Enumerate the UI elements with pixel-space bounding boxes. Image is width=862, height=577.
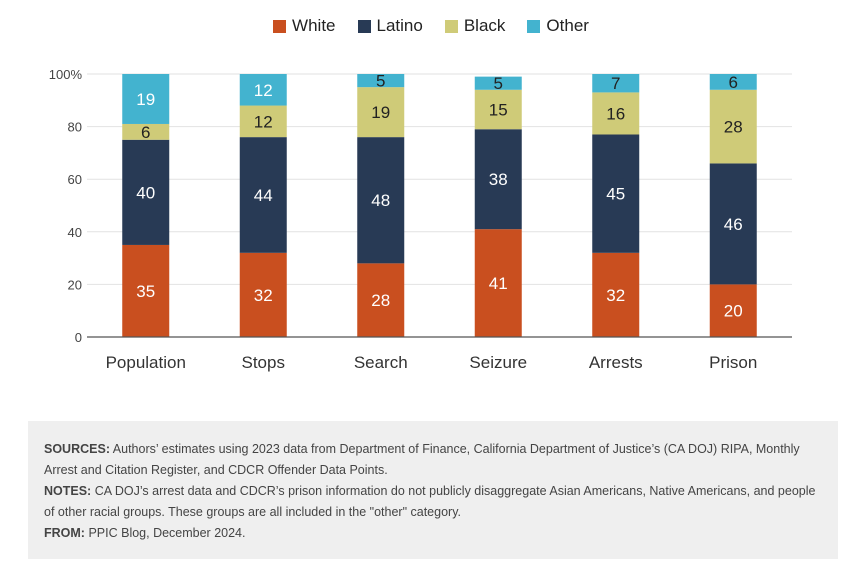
y-tick-label: 60: [68, 172, 82, 187]
data-label: 16: [606, 104, 625, 123]
data-label: 15: [489, 101, 508, 120]
data-label: 40: [136, 183, 155, 202]
y-tick-label: 0: [75, 330, 82, 345]
data-label: 6: [729, 73, 738, 92]
legend-label-white: White: [292, 16, 336, 35]
data-label: 12: [254, 81, 273, 100]
data-label: 19: [136, 90, 155, 109]
bar-segment-other: [709, 74, 757, 90]
x-tick-label: Stops: [242, 353, 285, 372]
notes-panel: SOURCES: Authors’ estimates using 2023 d…: [28, 421, 838, 559]
data-label: 5: [494, 74, 503, 93]
y-tick-label: 40: [68, 225, 82, 240]
bar-segment-black: [709, 89, 757, 164]
data-label: 7: [611, 74, 620, 93]
bar-segment-other: [357, 74, 405, 88]
legend-swatch-latino: [357, 19, 371, 33]
bar-segment-black: [122, 123, 170, 140]
chart-legend: White Latino Black Other: [0, 16, 862, 36]
sources-label: SOURCES:: [44, 442, 110, 456]
bar-segment-latino: [357, 137, 405, 264]
bar-segment-latino: [122, 139, 170, 245]
from-text: PPIC Blog, December 2024.: [88, 526, 246, 540]
stacked-bar-chart: 0 20 40 60 80 100% 35 40 6 19 Population 32 44 12 12 St…: [49, 67, 792, 372]
bar-segment-black: [592, 92, 640, 135]
x-tick-label: Seizure: [469, 353, 527, 372]
notes-label: NOTES:: [44, 484, 92, 498]
bar-segment-latino: [239, 137, 287, 253]
data-label: 19: [371, 103, 390, 122]
bar-segment-latino: [592, 134, 640, 253]
bar-segment-latino: [709, 163, 757, 285]
legend-item-white: White: [273, 16, 336, 36]
sources-note: SOURCES: Authors’ estimates using 2023 d…: [44, 439, 822, 481]
data-label: 48: [371, 191, 390, 210]
y-tick-label: 80: [68, 120, 82, 135]
data-label: 28: [371, 291, 390, 310]
data-label: 41: [489, 274, 508, 293]
bar-segment-other: [122, 74, 170, 124]
from-label: FROM:: [44, 526, 85, 540]
legend-item-black: Black: [444, 16, 506, 36]
data-label: 38: [489, 170, 508, 189]
data-label: 45: [606, 185, 625, 204]
bar-segment-latino: [474, 129, 522, 230]
bar-segment-black: [357, 87, 405, 138]
bar-segment-other: [592, 74, 640, 93]
data-label: 32: [606, 286, 625, 305]
data-label: 20: [724, 302, 743, 321]
data-label: 35: [136, 282, 155, 301]
legend-swatch-white: [273, 19, 287, 33]
y-tick-label: 100%: [49, 67, 83, 82]
x-tick-label: Search: [354, 353, 408, 372]
data-label: 5: [376, 72, 385, 91]
data-label: 12: [254, 112, 273, 131]
bar-segment-white: [122, 244, 170, 337]
bar-segment-white: [357, 263, 405, 337]
legend-label-other: Other: [546, 16, 589, 35]
legend-item-other: Other: [527, 16, 589, 36]
legend-swatch-black: [444, 19, 458, 33]
x-tick-label: Prison: [709, 353, 757, 372]
legend-label-latino: Latino: [376, 16, 423, 35]
bar-segment-white: [239, 252, 287, 337]
bar-segment-white: [592, 252, 640, 337]
bar-segment-other: [474, 76, 522, 90]
legend-swatch-other: [527, 19, 541, 33]
notes-text: CA DOJ’s arrest data and CDCR’s prison i…: [44, 484, 816, 519]
data-label: 6: [141, 123, 150, 142]
data-label: 32: [254, 286, 273, 305]
bar-segment-black: [239, 105, 287, 138]
legend-item-latino: Latino: [357, 16, 423, 36]
from-note: FROM: PPIC Blog, December 2024.: [44, 523, 822, 544]
notes-note: NOTES: CA DOJ’s arrest data and CDCR’s p…: [44, 481, 822, 523]
bar-segment-black: [474, 89, 522, 130]
y-tick-label: 20: [68, 277, 82, 292]
x-tick-label: Population: [106, 353, 186, 372]
x-tick-label: Arrests: [589, 353, 643, 372]
data-label: 44: [254, 186, 273, 205]
data-label: 28: [724, 118, 743, 137]
bar-segment-white: [474, 229, 522, 337]
sources-text: Authors’ estimates using 2023 data from …: [44, 442, 800, 477]
bar-segment-other: [239, 74, 287, 106]
legend-label-black: Black: [463, 16, 506, 35]
data-label: 46: [724, 215, 743, 234]
bar-segment-white: [709, 284, 757, 337]
